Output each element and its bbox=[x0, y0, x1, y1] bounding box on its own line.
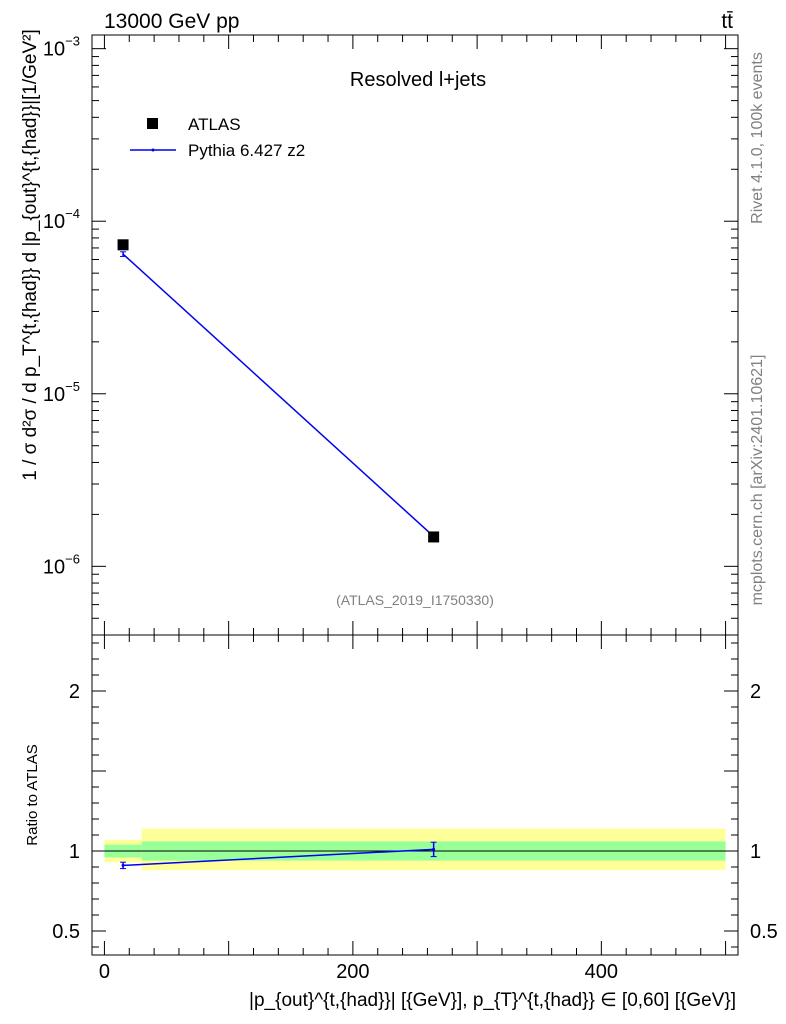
atlas-data-point bbox=[428, 531, 440, 543]
ratio-tick-label-right: 0.5 bbox=[750, 921, 778, 943]
legend-atlas-marker bbox=[147, 118, 158, 129]
ratio-tick-label-left: 0.5 bbox=[52, 921, 80, 943]
ratio-point bbox=[432, 847, 436, 851]
x-tick-label: 200 bbox=[336, 961, 369, 983]
header-right: tt̄ bbox=[721, 10, 733, 33]
ratio-pythia-line bbox=[123, 848, 434, 867]
y-tick-exponent: −5 bbox=[65, 379, 80, 394]
ratio-tick-label-right: 1 bbox=[750, 841, 761, 863]
atlas-data-point bbox=[117, 239, 129, 251]
x-tick-label: 0 bbox=[99, 961, 110, 983]
y-tick-label: 10−5 bbox=[43, 379, 80, 406]
rivet-label: Rivet 4.1.0, 100k events bbox=[749, 52, 766, 224]
y-axis-label: 1 / σ d²σ / d p_T^{t,{had}} d |p_{out}^{… bbox=[20, 29, 41, 481]
ratio-tick-label-left: 1 bbox=[69, 841, 80, 863]
ratio-tick-label-right: 2 bbox=[750, 681, 761, 703]
ratio-y-axis-label: Ratio to ATLAS bbox=[24, 744, 41, 845]
ratio-bands bbox=[104, 828, 726, 871]
y-tick-label: 10−6 bbox=[43, 551, 80, 578]
y-tick-exponent: −4 bbox=[65, 206, 80, 221]
x-ticks: 0 200 400 bbox=[99, 35, 727, 983]
y-tick-exponent: −6 bbox=[65, 551, 80, 566]
ratio-plot-frame bbox=[91, 634, 739, 956]
y-tick-label: 10−4 bbox=[43, 206, 80, 233]
header-left: 13000 GeV pp bbox=[104, 10, 239, 33]
y-tick-exponent: −3 bbox=[65, 34, 80, 49]
legend: ATLAS Pythia 6.427 z2 bbox=[130, 115, 305, 160]
plot-title: Resolved l+jets bbox=[350, 69, 486, 91]
ratio-point bbox=[121, 863, 125, 867]
x-tick-label: 400 bbox=[585, 961, 618, 983]
y-tick-label: 10−3 bbox=[43, 34, 80, 61]
pythia-line bbox=[122, 253, 435, 538]
analysis-id: (ATLAS_2019_I1750330) bbox=[336, 592, 494, 608]
ratio-series bbox=[120, 841, 437, 870]
main-series bbox=[117, 239, 440, 543]
ratio-tick-label-left: 2 bbox=[69, 681, 80, 703]
legend-atlas-label: ATLAS bbox=[188, 115, 241, 134]
mcplots-label: mcplots.cern.ch [arXiv:2401.10621] bbox=[749, 355, 766, 606]
legend-pythia-dot bbox=[151, 148, 155, 152]
ratio-ticks: 0.5 0.5 1 1 2 2 bbox=[52, 642, 778, 948]
main-ticks: 10−6 10−5 10−4 10−3 bbox=[43, 34, 738, 636]
x-axis-label: |p_{out}^{t,{had}}| [{GeV}], p_{T}^{t,{h… bbox=[249, 990, 736, 1011]
legend-pythia-label: Pythia 6.427 z2 bbox=[188, 141, 305, 160]
